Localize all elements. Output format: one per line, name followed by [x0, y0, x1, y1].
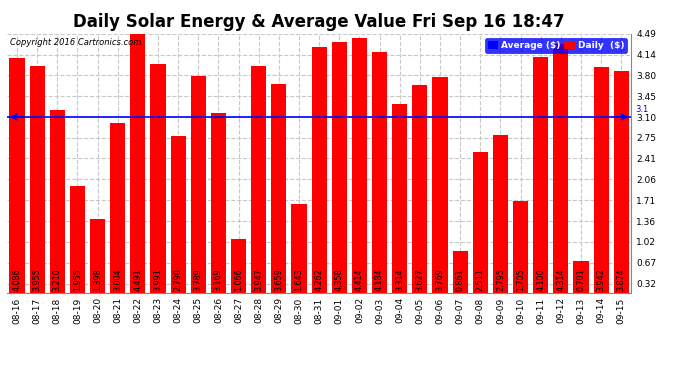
Text: 3.627: 3.627	[415, 268, 424, 291]
Text: 3.947: 3.947	[254, 268, 263, 291]
Bar	[130, 34, 146, 303]
Text: 3.789: 3.789	[194, 268, 203, 291]
Bar	[332, 42, 347, 303]
Text: 3.314: 3.314	[395, 269, 404, 291]
Text: 2.790: 2.790	[174, 268, 183, 291]
Text: 3.874: 3.874	[617, 268, 626, 291]
Text: 3.659: 3.659	[275, 268, 284, 291]
Bar	[10, 58, 25, 303]
Text: 3.942: 3.942	[597, 268, 606, 291]
Bar	[90, 219, 105, 303]
Text: 4.358: 4.358	[335, 268, 344, 291]
Text: 0.701: 0.701	[576, 268, 586, 291]
Bar	[493, 135, 508, 303]
Bar	[150, 64, 166, 303]
Bar	[593, 67, 609, 303]
Bar	[231, 239, 246, 303]
Bar	[190, 76, 206, 303]
Bar	[453, 251, 468, 303]
Bar	[271, 84, 286, 303]
Bar	[513, 201, 528, 303]
Text: 1.705: 1.705	[516, 268, 525, 291]
Text: 1.955: 1.955	[73, 268, 82, 291]
Text: 1.398: 1.398	[93, 268, 102, 291]
Text: Copyright 2016 Cartronics.com: Copyright 2016 Cartronics.com	[10, 38, 141, 46]
Text: 3.1: 3.1	[635, 105, 649, 114]
Bar	[170, 136, 186, 303]
Bar	[573, 261, 589, 303]
Bar	[110, 123, 126, 303]
Legend: Average ($), Daily  ($): Average ($), Daily ($)	[485, 38, 627, 53]
Title: Daily Solar Energy & Average Value Fri Sep 16 18:47: Daily Solar Energy & Average Value Fri S…	[73, 13, 565, 31]
Bar	[312, 47, 326, 303]
Text: 2.795: 2.795	[496, 268, 505, 291]
Text: 3.210: 3.210	[52, 268, 62, 291]
Text: 3.769: 3.769	[435, 268, 444, 291]
Bar	[372, 52, 387, 303]
Text: 1.643: 1.643	[295, 269, 304, 291]
Bar	[533, 57, 549, 303]
Bar	[392, 104, 407, 303]
Bar	[251, 66, 266, 303]
Bar	[291, 204, 306, 303]
Text: 4.184: 4.184	[375, 269, 384, 291]
Bar	[70, 186, 85, 303]
Text: 3.955: 3.955	[32, 268, 41, 291]
Bar	[30, 66, 45, 303]
Text: 4.086: 4.086	[12, 269, 21, 291]
Text: 4.100: 4.100	[536, 269, 545, 291]
Text: 4.314: 4.314	[556, 269, 565, 291]
Text: 3.169: 3.169	[214, 268, 223, 291]
Text: 2.511: 2.511	[476, 268, 485, 291]
Bar	[433, 77, 448, 303]
Bar	[613, 70, 629, 303]
Text: 1.066: 1.066	[234, 269, 243, 291]
Bar	[50, 110, 65, 303]
Text: 3.991: 3.991	[153, 268, 162, 291]
Bar	[553, 44, 569, 303]
Text: 0.861: 0.861	[455, 269, 464, 291]
Bar	[473, 152, 488, 303]
Bar	[413, 86, 427, 303]
Bar	[211, 113, 226, 303]
Text: 4.262: 4.262	[315, 268, 324, 291]
Text: 4.414: 4.414	[355, 269, 364, 291]
Text: 4.491: 4.491	[133, 268, 142, 291]
Text: 3.004: 3.004	[113, 269, 122, 291]
Bar	[352, 38, 367, 303]
